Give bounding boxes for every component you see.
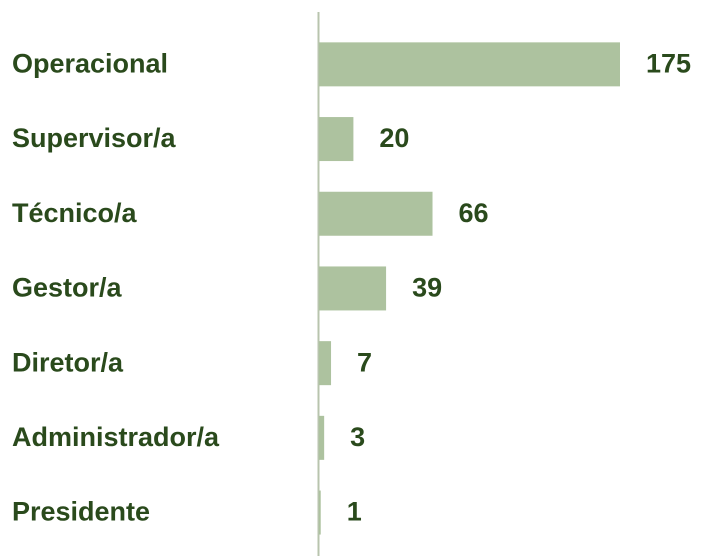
value-label: 3 xyxy=(350,422,365,452)
bar xyxy=(319,42,620,87)
value-label: 1 xyxy=(347,497,362,527)
category-label: Presidente xyxy=(12,497,150,527)
value-label: 175 xyxy=(646,48,691,78)
value-label: 7 xyxy=(357,347,372,377)
category-label: Técnico/a xyxy=(12,198,138,228)
category-label: Administrador/a xyxy=(12,422,220,452)
bar xyxy=(319,191,433,236)
category-label: Operacional xyxy=(12,48,168,78)
bar xyxy=(319,266,387,311)
category-label: Diretor/a xyxy=(12,347,124,377)
bar xyxy=(319,117,354,162)
bar xyxy=(319,415,325,460)
value-label: 66 xyxy=(459,198,489,228)
value-label: 39 xyxy=(412,273,442,303)
value-label: 20 xyxy=(379,123,409,153)
category-label: Supervisor/a xyxy=(12,123,177,153)
bar xyxy=(319,341,332,386)
bar xyxy=(319,490,321,535)
category-label: Gestor/a xyxy=(12,273,123,303)
